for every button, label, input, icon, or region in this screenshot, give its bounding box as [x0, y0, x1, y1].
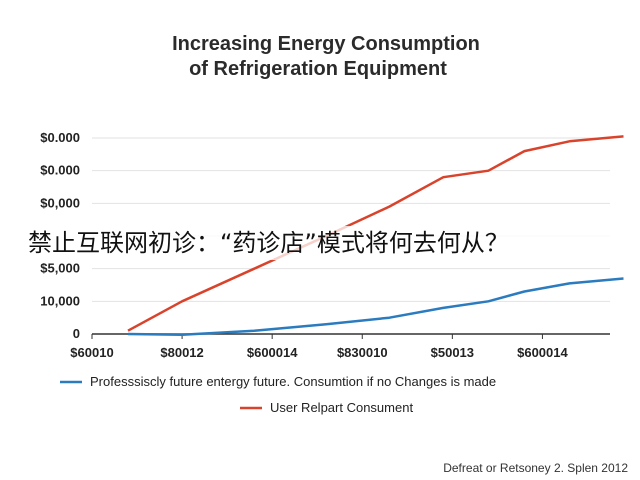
y-axis-ticks: 0 10,000 $5,000 $0,000 $0.000 $0.000	[40, 130, 80, 341]
x-tick-label-4: $50013	[431, 345, 474, 360]
series-layer	[127, 135, 624, 336]
x-tick-label-2: $600014	[247, 345, 298, 360]
series-line-2	[127, 135, 624, 332]
overlay-caption: 禁止互联网初诊：“药诊店”模式将何去何从？	[26, 226, 628, 260]
x-axis-ticks: $60010 $80012 $600014 $830010 $50013 $600014	[70, 334, 569, 360]
y-tick-label-0: 0	[73, 326, 80, 341]
y-tick-label-5: $0.000	[40, 163, 80, 178]
y-tick-label-6: $0.000	[40, 130, 80, 145]
x-tick-label-5: $600014	[517, 345, 568, 360]
series-line-1	[127, 277, 624, 336]
x-tick-label-0: $60010	[70, 345, 113, 360]
x-tick-label-3: $830010	[337, 345, 388, 360]
chart-title-line-1: Increasing Energy Consumption	[172, 33, 480, 55]
chart-title-line-2: of Refrigeration Equipment	[189, 58, 447, 80]
y-tick-label-1: 10,000	[40, 293, 80, 308]
legend-label-series-1: Professsiscly future entergy future. Con…	[90, 374, 496, 389]
legend-label-series-2: User Relpart Consument	[270, 400, 413, 415]
x-tick-label-1: $80012	[160, 345, 203, 360]
y-tick-label-2: $5,000	[40, 261, 80, 276]
y-tick-label-4: $0,000	[40, 195, 80, 210]
legend: Professsiscly future entergy future. Con…	[60, 374, 496, 415]
source-note: Defreat or Retsoney 2. Splen 2012	[443, 461, 628, 475]
grid	[92, 137, 610, 302]
